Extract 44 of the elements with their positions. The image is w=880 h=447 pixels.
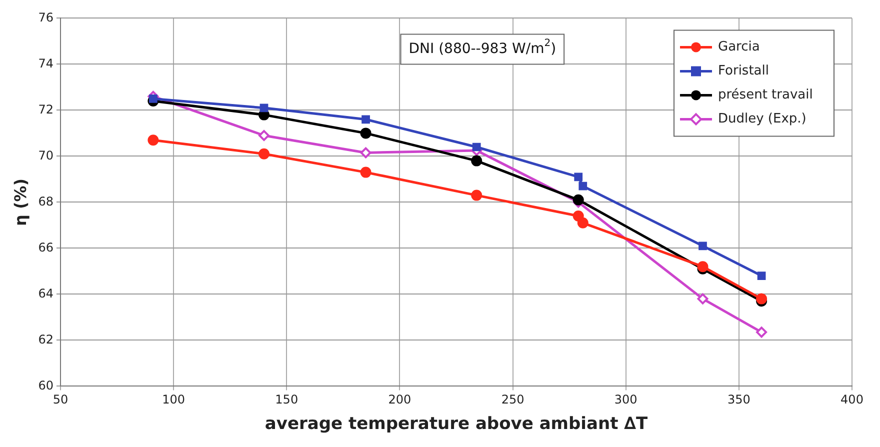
y-tick-label: 76 [38,10,54,24]
point [360,128,372,139]
legend-label: Garcia [718,40,760,55]
point [360,166,372,178]
point [577,217,588,228]
point [574,172,583,182]
point [260,104,268,112]
point [362,115,370,124]
y-tick-label: 74 [38,56,54,70]
x-axis-title: average temperature above ambiant ∆T [264,414,648,434]
point [471,190,482,201]
x-tick-label: 200 [388,392,412,407]
point [360,147,372,158]
x-tick-label: 300 [614,392,638,407]
y-tick-label: 68 [38,194,54,208]
point [756,293,768,304]
x-tick-label: 250 [501,392,524,407]
legend-label: Dudley (Exp.) [718,112,806,127]
x-tick-label: 350 [727,392,750,407]
point [578,182,588,190]
point [149,94,158,103]
x-tick-label: 50 [52,392,68,407]
y-tick-label: 60 [38,378,54,392]
point [757,272,766,280]
point [471,155,482,166]
point [756,326,768,338]
y-tick-label: 72 [38,102,54,116]
legend-label: présent travail [718,88,813,103]
y-tick-label: 66 [38,240,54,254]
point [572,194,584,206]
x-tick-label: 400 [840,392,864,407]
y-tick-label: 64 [38,286,54,300]
point [258,130,270,141]
y-axis-title: η (%) [10,178,30,226]
y-tick-label: 70 [38,148,54,162]
point [258,148,270,160]
point [698,242,707,250]
y-tick-label: 62 [38,332,54,346]
point [148,134,159,146]
legend-label: Foristall [718,64,769,79]
x-tick-label: 100 [162,392,185,407]
point [697,293,708,304]
x-tick-label: 150 [275,392,298,407]
point [472,142,481,152]
